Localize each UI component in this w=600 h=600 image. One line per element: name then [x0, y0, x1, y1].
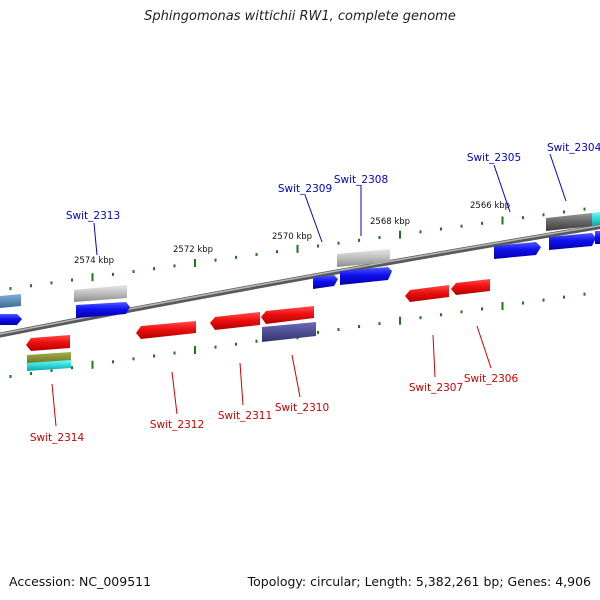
feature-other[interactable]: [27, 360, 71, 371]
accession-text: Accession: NC_009511: [9, 574, 152, 589]
gene-forward-swit-2308[interactable]: [340, 267, 392, 285]
gene-forward-swit-2309[interactable]: [313, 275, 338, 289]
gene-forward[interactable]: [549, 233, 596, 250]
feature-other[interactable]: [262, 322, 316, 342]
map-title: Sphingomonas wittichii RW1, complete gen…: [144, 9, 456, 24]
gene-label-swit-2305[interactable]: Swit_2305: [467, 152, 521, 164]
leader-swit-2309: [304, 194, 323, 243]
gene-forward-swit-2305[interactable]: [494, 242, 541, 259]
gene-label-swit-2304[interactable]: Swit_2304: [547, 142, 600, 154]
feature-other[interactable]: [337, 249, 390, 267]
gene-label-swit-2312[interactable]: Swit_2312: [150, 419, 204, 431]
feature-other[interactable]: [74, 285, 127, 302]
scale-label-2568: 2568 kbp: [370, 217, 410, 227]
gene-label-swit-2310[interactable]: Swit_2310: [275, 402, 329, 414]
feature-other[interactable]: [592, 212, 600, 226]
leader-swit-2311: [239, 362, 244, 406]
leader-swit-2313: [93, 222, 98, 256]
scale-label-2566: 2566 kbp: [470, 201, 510, 211]
topology-text: Topology: circular; Length: 5,382,261 bp…: [247, 574, 591, 589]
gene-reverse[interactable]: [26, 335, 70, 351]
forward-gene-labels: Swit_2304 Swit_2305 Swit_2308 Swit_2309 …: [66, 142, 600, 222]
gene-label-swit-2309[interactable]: Swit_2309: [278, 183, 332, 195]
gene-reverse-swit-2312[interactable]: [136, 321, 196, 339]
leader-swit-2312: [171, 371, 178, 415]
label-leaders: [51, 153, 567, 427]
feature-other[interactable]: [546, 213, 592, 231]
reverse-gene-track: [26, 279, 490, 371]
gene-label-swit-2313[interactable]: Swit_2313: [66, 210, 120, 222]
genome-backbone: [0, 224, 600, 338]
scale-label-2574: 2574 kbp: [74, 256, 114, 266]
gene-reverse-swit-2311[interactable]: [210, 312, 260, 330]
leader-swit-2307: [432, 334, 436, 378]
leader-swit-2306: [476, 325, 492, 369]
feature-other[interactable]: [0, 294, 21, 308]
gene-label-swit-2306[interactable]: Swit_2306: [464, 373, 519, 385]
gene-label-swit-2311[interactable]: Swit_2311: [218, 410, 272, 422]
leader-swit-2304: [549, 153, 567, 202]
gene-label-swit-2308[interactable]: Swit_2308: [334, 174, 388, 186]
gene-label-swit-2314[interactable]: Swit_2314: [30, 432, 85, 444]
scale-ticks-upper: [9, 207, 586, 291]
gene-reverse-swit-2307[interactable]: [405, 285, 449, 302]
gene-forward-swit-2313[interactable]: [76, 302, 130, 318]
leader-swit-2305: [493, 164, 511, 213]
gene-reverse-swit-2310[interactable]: [261, 306, 314, 324]
gene-reverse-swit-2306[interactable]: [451, 279, 490, 295]
scale-label-2572: 2572 kbp: [173, 245, 213, 255]
reverse-gene-labels: Swit_2306 Swit_2307 Swit_2310 Swit_2311 …: [30, 373, 519, 444]
gene-label-swit-2307[interactable]: Swit_2307: [409, 382, 463, 394]
leader-swit-2310: [291, 354, 301, 398]
forward-gene-track: [0, 212, 600, 325]
scale-label-2570: 2570 kbp: [272, 232, 312, 242]
gene-forward[interactable]: [595, 231, 600, 244]
leader-swit-2314: [51, 383, 57, 427]
genome-backbone-highlight: [0, 224, 600, 335]
gene-forward[interactable]: [0, 314, 22, 325]
